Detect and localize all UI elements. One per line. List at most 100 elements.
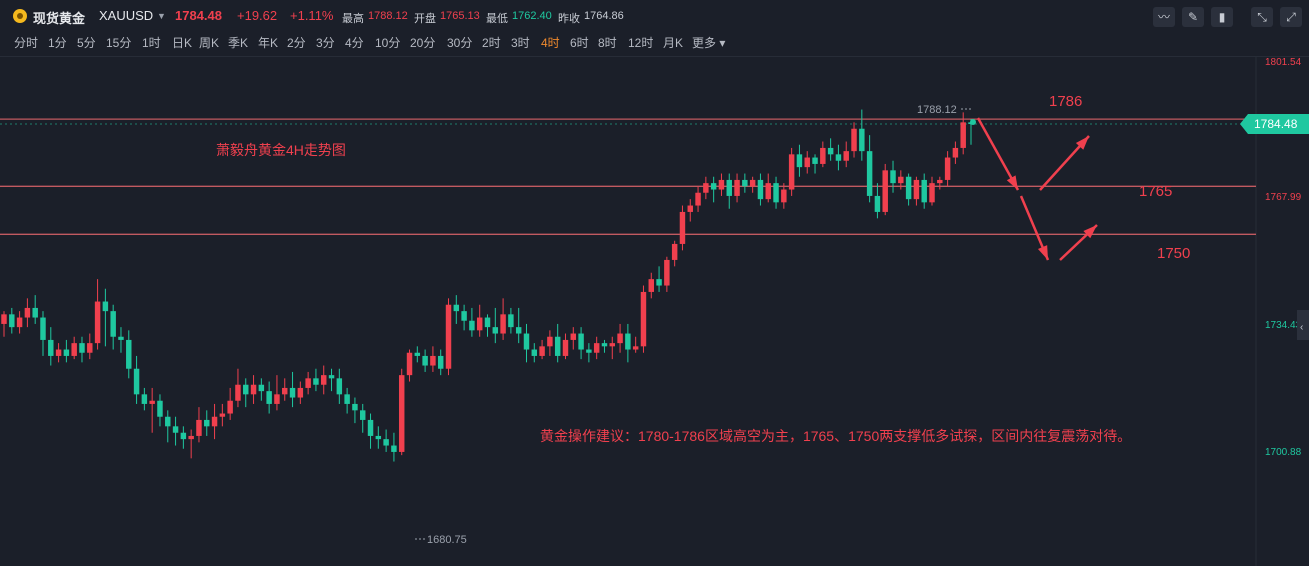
candle-body — [336, 378, 343, 395]
low-value: 1762.40 — [512, 10, 552, 22]
open-value: 1765.13 — [440, 10, 480, 22]
timeframe-tab[interactable]: 3时 — [511, 36, 530, 50]
timeframe-tab[interactable]: 分时 — [14, 36, 39, 50]
candle-body — [547, 336, 553, 347]
price-change-pct: +1.11% — [290, 8, 334, 23]
timeframe-tabs: 分时 1分 5分 15分 1时 日K 周K 季K 年K 2分 3分 4分 10分 20分 30分 2时 3时 4时… — [0, 32, 760, 52]
timeframe-tab[interactable]: 3分 — [316, 36, 335, 50]
candle-body — [461, 311, 467, 321]
candle-body — [297, 387, 304, 398]
candle-body — [180, 432, 187, 440]
instrument-name: 现货黄金 — [33, 11, 86, 26]
candle-body — [40, 317, 46, 340]
candle-body — [921, 179, 927, 203]
candle-body — [126, 339, 132, 369]
candle-body — [188, 435, 194, 440]
candle-body — [204, 419, 210, 427]
candle-body — [79, 343, 85, 353]
draw-pen-icon[interactable]: ✎ — [1182, 7, 1204, 27]
timeframe-tab[interactable]: 季K — [228, 36, 249, 50]
candle-body — [9, 314, 15, 328]
candle-body — [149, 400, 155, 404]
current-price-tag — [1240, 114, 1309, 134]
candle-body — [227, 400, 233, 414]
timeframe-tab[interactable]: 4时 — [541, 36, 560, 50]
collapse-icon[interactable]: ⤡ — [1251, 7, 1273, 27]
candle-body — [679, 211, 686, 244]
candle-body — [952, 147, 959, 158]
candle-body — [453, 304, 460, 312]
candle-body — [133, 368, 140, 395]
candle-body — [703, 183, 709, 193]
chevron-left-icon: ‹ — [1300, 322, 1303, 333]
open-label: 开盘 — [414, 13, 436, 25]
timeframe-tab[interactable]: 15分 — [106, 36, 132, 50]
candle-body — [344, 394, 350, 404]
candle-body — [32, 307, 38, 318]
candle-body — [243, 384, 249, 395]
timeframe-tab[interactable]: 周K — [199, 36, 220, 50]
candle-body — [586, 349, 592, 353]
candle-body — [640, 291, 647, 347]
candle-body — [289, 387, 296, 398]
gold-logo-icon — [13, 9, 27, 23]
timeframe-tab[interactable]: 6时 — [570, 36, 589, 50]
timeframe-tab[interactable]: 2时 — [482, 36, 501, 50]
candle-body — [609, 343, 616, 347]
instrument-symbol[interactable]: XAUUSD — [99, 8, 154, 23]
candle-body — [944, 157, 951, 180]
candle-body — [445, 304, 452, 369]
candle-body — [664, 259, 670, 286]
timeframe-tab[interactable]: 年K — [258, 36, 279, 50]
candle-body — [820, 147, 826, 164]
candle-body — [570, 333, 577, 340]
candle-body — [781, 189, 787, 203]
level-label: 1765 — [1139, 183, 1172, 200]
timeframe-tab[interactable]: 12时 — [628, 36, 654, 50]
candle-body — [24, 307, 31, 318]
candle-body — [414, 352, 421, 356]
candle-body — [960, 122, 966, 148]
symbol-dropdown-icon[interactable]: ▼ — [157, 11, 166, 21]
timeframe-tab[interactable]: 1分 — [48, 36, 67, 50]
candle-body — [157, 400, 163, 417]
candle-body — [48, 339, 54, 356]
timeframe-tab[interactable]: 8时 — [598, 36, 617, 50]
timeframe-tab[interactable]: 更多 ▾ — [692, 36, 726, 50]
candle-body — [266, 391, 272, 404]
timeframe-tab[interactable]: 2分 — [287, 36, 306, 50]
timeframe-tab[interactable]: 5分 — [77, 36, 96, 50]
candle-body — [734, 179, 740, 196]
fullscreen-icon[interactable]: ⤢ — [1280, 7, 1302, 27]
candle-body — [321, 375, 327, 385]
candle-body — [359, 410, 366, 420]
timeframe-tab[interactable]: 4分 — [345, 36, 364, 50]
candle-body — [328, 375, 335, 379]
candle-body — [102, 301, 109, 312]
line-chart-icon[interactable]: 〰 — [1153, 7, 1175, 27]
timeframe-tab[interactable]: 1时 — [142, 36, 161, 50]
prev-close-value: 1764.86 — [584, 10, 624, 22]
candle-body — [562, 339, 569, 356]
candle-body — [890, 170, 896, 184]
price-axis-tick: 1734.43 — [1265, 320, 1302, 331]
candle-body — [94, 301, 101, 344]
candle-body — [593, 343, 600, 353]
candle-body — [625, 333, 631, 350]
timeframe-tab[interactable]: 20分 — [410, 36, 436, 50]
candle-body — [742, 179, 748, 187]
price-axis-tick: 1767.99 — [1265, 192, 1302, 203]
timeframe-tab[interactable]: 30分 — [447, 36, 473, 50]
side-panel-handle[interactable] — [1297, 310, 1309, 340]
candle-body — [258, 384, 265, 392]
candle-body — [905, 176, 912, 200]
candlestick-icon[interactable]: ▮ — [1211, 7, 1233, 27]
candle-body — [656, 279, 662, 286]
candle-body — [196, 419, 202, 436]
timeframe-tab[interactable]: 日K — [172, 36, 193, 50]
timeframe-tab[interactable]: 10分 — [375, 36, 401, 50]
price-change: +19.62 — [237, 8, 278, 23]
candle-body — [211, 416, 218, 427]
timeframe-tab[interactable]: 月K — [663, 36, 684, 50]
